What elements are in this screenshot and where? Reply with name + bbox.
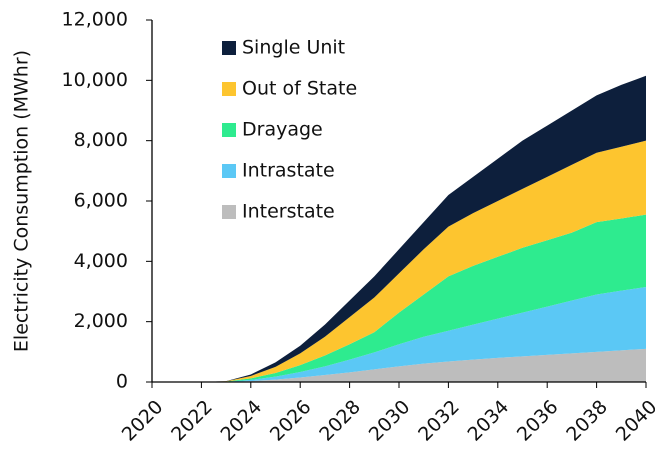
x-tick-label: 2020 [118, 396, 168, 446]
x-tick-label: 2022 [167, 396, 217, 446]
legend-label: Interstate [242, 201, 335, 223]
x-tick-label: 2036 [513, 396, 563, 446]
legend-label: Out of State [242, 78, 357, 100]
x-tick-label: 2034 [463, 396, 513, 446]
y-tick-label: 4,000 [74, 250, 128, 272]
x-tick-label: 2024 [216, 396, 266, 446]
y-tick-label: 0 [116, 371, 128, 393]
x-tick-label: 2026 [266, 396, 316, 446]
x-tick-label: 2038 [562, 396, 612, 446]
x-tick-label: 2028 [315, 396, 365, 446]
y-tick-label: 10,000 [62, 69, 128, 91]
y-tick-label: 6,000 [74, 190, 128, 212]
y-tick-label: 8,000 [74, 129, 128, 151]
legend-label: Single Unit [242, 37, 345, 59]
area [152, 348, 646, 382]
legend-swatch [222, 41, 236, 55]
area [152, 140, 646, 382]
legend-swatch [222, 123, 236, 137]
legend-swatch [222, 164, 236, 178]
area [152, 75, 646, 382]
legend-swatch [222, 205, 236, 219]
x-tick-label: 2032 [414, 396, 464, 446]
area [152, 286, 646, 382]
legend-swatch [222, 82, 236, 96]
y-axis-label: Electricity Consumption (MWhr) [11, 50, 33, 352]
x-tick-label: 2040 [612, 396, 655, 446]
legend-label: Intrastate [242, 160, 335, 182]
area [152, 214, 646, 382]
y-tick-label: 2,000 [74, 310, 128, 332]
y-tick-label: 12,000 [62, 9, 128, 31]
legend-label: Drayage [242, 119, 323, 141]
x-tick-label: 2030 [365, 396, 415, 446]
